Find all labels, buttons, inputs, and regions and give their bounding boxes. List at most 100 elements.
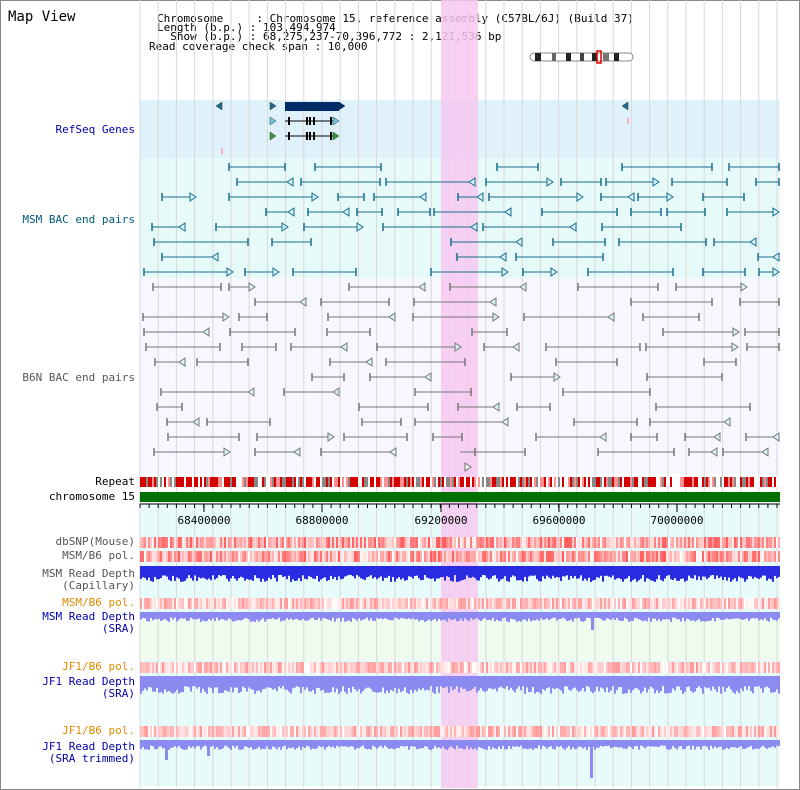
heat-cell	[684, 726, 686, 737]
heat-cell	[168, 551, 170, 562]
heat-cell	[706, 598, 708, 609]
depth-bar	[452, 566, 454, 582]
depth-bar	[750, 676, 752, 692]
jf1-depth-sra-trimmed[interactable]	[140, 740, 780, 778]
heat-cell	[484, 662, 486, 673]
heat-cell	[368, 537, 370, 548]
heat-cell	[444, 537, 446, 548]
depth-bar	[300, 740, 302, 750]
heat-cell	[594, 551, 596, 562]
heat-cell	[180, 598, 182, 609]
depth-bar	[772, 676, 774, 693]
heat-cell	[248, 551, 250, 562]
depth-bar	[284, 676, 286, 690]
repeat-element	[390, 477, 392, 487]
b6n-pair-arrow	[710, 447, 718, 457]
jf1-pol-heatmap-1[interactable]	[140, 662, 780, 673]
depth-bar	[314, 676, 316, 694]
heat-cell	[436, 598, 438, 609]
depth-bar	[634, 676, 636, 689]
depth-bar	[726, 676, 728, 689]
heat-cell	[764, 537, 766, 548]
depth-bar	[702, 566, 704, 577]
depth-bar	[538, 566, 540, 582]
depth-bar	[534, 566, 536, 576]
heat-cell	[600, 537, 602, 548]
heat-cell	[698, 537, 700, 548]
depth-bar	[708, 740, 710, 750]
depth-bar	[760, 676, 762, 689]
repeat-element	[306, 477, 308, 487]
heat-cell	[710, 726, 712, 737]
depth-bar	[480, 676, 482, 689]
heat-cell	[306, 662, 308, 673]
heat-cell	[650, 598, 652, 609]
chromosome-bar[interactable]	[140, 492, 780, 502]
heat-cell	[180, 662, 182, 673]
heat-cell	[576, 551, 578, 562]
heat-cell	[232, 662, 234, 673]
jf1-depth-sra[interactable]	[140, 676, 780, 694]
depth-bar	[704, 612, 706, 622]
repeat-element	[216, 477, 218, 487]
jf1-pol-heatmap-2[interactable]	[140, 726, 780, 737]
repeat-element	[438, 477, 440, 487]
depth-bar	[362, 676, 364, 692]
heat-cell	[486, 598, 488, 609]
heat-cell	[268, 551, 270, 562]
depth-bar	[266, 566, 268, 581]
msm-pol-heatmap-2[interactable]	[140, 598, 780, 609]
heat-cell	[496, 551, 498, 562]
repeat-element	[642, 477, 644, 487]
depth-bar	[224, 740, 226, 746]
depth-bar	[492, 612, 494, 618]
depth-bar	[212, 612, 214, 619]
depth-bar	[274, 740, 276, 748]
heat-cell	[744, 662, 746, 673]
repeat-track[interactable]	[140, 477, 780, 487]
msm-depth-sra[interactable]	[140, 612, 780, 630]
heat-cell	[536, 598, 538, 609]
heat-cell	[506, 551, 508, 562]
heat-cell	[416, 726, 418, 737]
msm-depth-capillary[interactable]	[140, 566, 780, 582]
depth-bar	[582, 612, 584, 622]
heat-cell	[220, 551, 222, 562]
heat-cell	[366, 726, 368, 737]
heat-cell	[422, 551, 424, 562]
depth-bar	[560, 566, 562, 581]
depth-bar	[140, 612, 142, 620]
refseq-genes[interactable]	[215, 101, 629, 154]
depth-bar	[708, 612, 710, 621]
heat-cell	[170, 598, 172, 609]
chromosome-ideogram[interactable]	[529, 50, 634, 64]
heat-cell	[188, 726, 190, 737]
heat-cell	[770, 662, 772, 673]
depth-bar	[552, 740, 554, 749]
heat-cell	[412, 537, 414, 548]
b6n-bac-pairs[interactable]	[142, 282, 780, 472]
heat-cell	[726, 598, 728, 609]
depth-bar	[602, 566, 604, 582]
depth-bar	[580, 612, 582, 622]
heat-cell	[750, 537, 752, 548]
depth-bar	[348, 612, 350, 621]
depth-bar	[322, 740, 324, 747]
heat-cell	[768, 551, 770, 562]
highlight-region[interactable]	[441, 0, 478, 788]
depth-bar	[282, 676, 284, 686]
repeat-element	[720, 477, 722, 487]
dbsnp-heatmap[interactable]	[140, 537, 780, 548]
depth-bar	[644, 676, 646, 688]
gene-arrow	[332, 116, 340, 126]
heat-cell	[434, 726, 436, 737]
depth-bar	[340, 612, 342, 622]
depth-bar	[554, 740, 556, 750]
heat-cell	[220, 598, 222, 609]
depth-bar	[404, 740, 406, 747]
msm-bac-pairs[interactable]	[143, 163, 780, 277]
msm-pol-heatmap-1[interactable]	[140, 551, 780, 562]
depth-bar	[334, 612, 336, 622]
heat-cell	[368, 662, 370, 673]
